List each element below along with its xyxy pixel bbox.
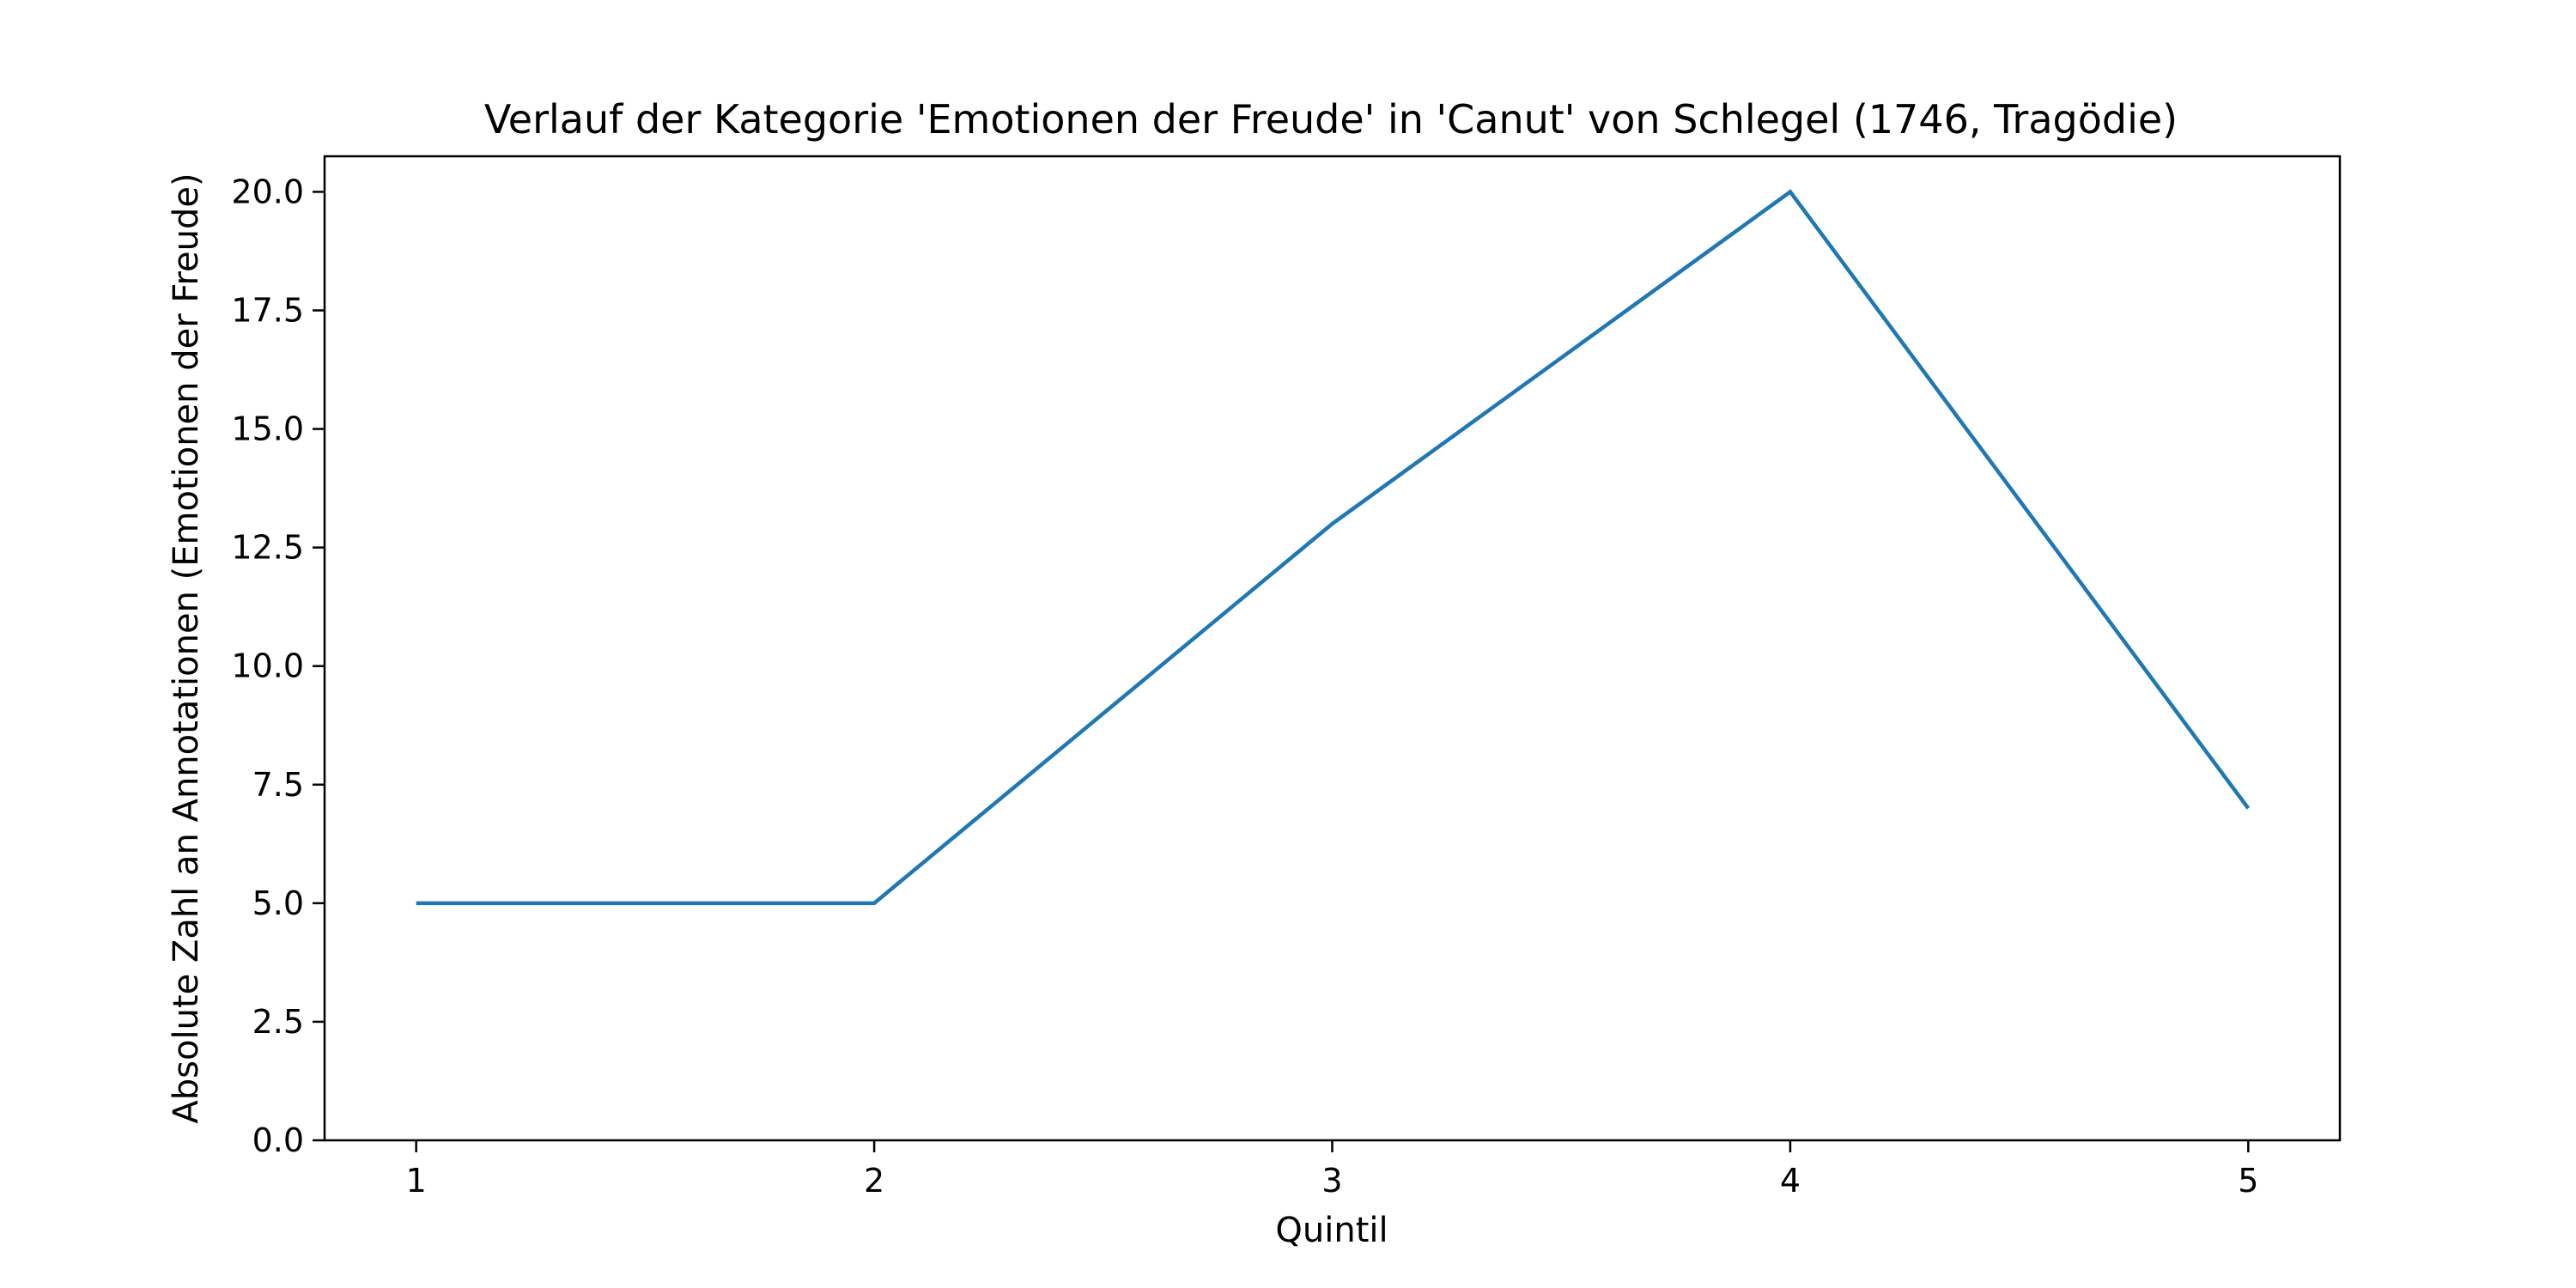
y-axis-label: Absolute Zahl an Annotationen (Emotionen… (167, 173, 206, 1123)
y-tick-label: 10.0 (231, 647, 304, 685)
y-tick-label: 20.0 (231, 173, 304, 210)
x-axis: 1 2 3 4 5 (406, 1140, 2258, 1200)
y-tick-label: 5.0 (252, 884, 304, 922)
plot-area-frame (323, 155, 2342, 1142)
y-tick-label: 7.5 (252, 766, 304, 804)
x-tick-label: 4 (1780, 1162, 1801, 1200)
series-line (416, 189, 2251, 906)
x-axis-label: Quintil (1275, 1211, 1388, 1250)
x-tick-label: 2 (864, 1162, 884, 1200)
y-tick-label: 2.5 (252, 1003, 304, 1041)
chart-title: Verlauf der Kategorie 'Emotionen der Fre… (484, 96, 2178, 143)
series-layer (416, 189, 2251, 906)
x-tick-label: 3 (1321, 1162, 1342, 1200)
y-tick-label: 12.5 (231, 529, 304, 567)
x-tick-label: 5 (2238, 1162, 2258, 1200)
y-tick-label: 17.5 (231, 291, 304, 329)
y-tick-label: 15.0 (231, 410, 304, 448)
x-tick-label: 1 (406, 1162, 427, 1200)
y-tick-label: 0.0 (252, 1121, 304, 1159)
y-axis: 0.0 2.5 5.0 7.5 10.0 12.5 15.0 17.5 20.0 (231, 173, 325, 1159)
